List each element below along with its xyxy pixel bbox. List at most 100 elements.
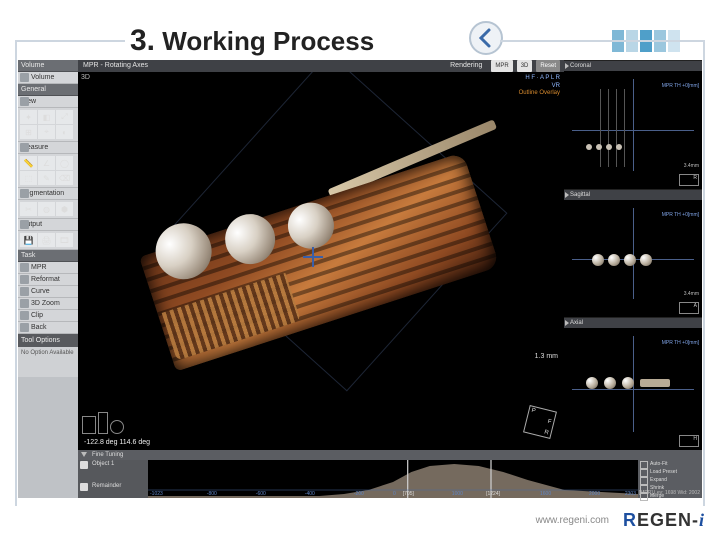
reset-button[interactable]: Reset [536,60,560,72]
histo-tick: -800 [207,491,217,497]
viewport-3d-label: 3D [81,74,90,81]
histogram[interactable]: -1023 -800 -600 -400 -200 0 [705] 1000 [… [148,460,638,498]
tool-icon[interactable]: ⬢ [56,202,73,216]
pane-axial[interactable]: Axial MPR TH +0[mm] H [564,317,702,450]
page-title: 3. Working Process [130,24,374,58]
tool-icon[interactable]: ◍ [38,202,55,216]
viewer-top-right: Rendering MPR 3D Reset [440,60,564,72]
output-tools-grid: 💾 🖨 🎞 [18,231,78,250]
pane-body-coronal[interactable]: MPR TH +0[mm] 3.4mm R [564,71,702,189]
pane-body-sagittal[interactable]: MPR TH +0[mm] 3.4mm A [564,200,702,318]
outline-overlay-label: Outline Overlay [519,90,560,96]
tool-icon[interactable]: 📏 [20,156,37,170]
object-item[interactable]: Remainder [78,482,148,490]
tool-options-header: Tool Options [18,334,78,347]
sidebar-item-curve[interactable]: Curve [18,286,78,298]
sidebar-subheader-measure: Measure [18,142,78,154]
pane-scale: 3.4mm [684,291,699,297]
object-list: Object 1 Remainder [78,460,148,498]
frame-line-right [703,40,705,506]
sidebar-item-clip[interactable]: Clip [18,310,78,322]
pane-orient-icon: H [679,435,699,447]
tool-icon[interactable]: ✂ [20,202,37,216]
sidebar-header-task: Task [18,250,78,262]
viewer-top-bar: MPR - Rotating Axes Rendering MPR 3D Res… [78,60,564,72]
mpr-readout: [MPR] Lev: 1698 Wid: 2002 [639,490,700,496]
slide-footer: www.regeni.com REGEN-i [15,506,705,534]
sidebar-subheader-segmentation: Segmentation [18,188,78,200]
pane-header-sagittal: Sagittal [564,190,702,200]
render-chip-3d[interactable]: 3D [517,60,533,72]
histo-tick: -200 [354,491,364,497]
tool-icon[interactable]: 🖨 [38,233,55,247]
right-column: Coronal MPR TH +0[mm] 3.4mm R Sagittal M… [564,60,702,450]
tool-icon[interactable]: ◐ [56,125,73,139]
tool-icon[interactable]: ⌫ [56,171,73,185]
frame-line-top-left [15,40,125,42]
sidebar: Volume Volume General View ✦ ◧ ⤢ ⊞ ⌖ ◐ M… [18,60,78,498]
histo-tick: -1023 [150,491,163,497]
sidebar-item-3dzoom[interactable]: 3D Zoom [18,298,78,310]
sidebar-item-mpr[interactable]: MPR [18,262,78,274]
main-viewer[interactable]: MPR - Rotating Axes Rendering MPR 3D Res… [78,60,564,450]
histo-tick: -600 [256,491,266,497]
bottom-panel: Fine Tuning Object 1 Remainder -1023 -80… [78,450,702,498]
tool-icon[interactable]: ∠ [38,156,55,170]
histo-marker: [1224] [486,491,500,497]
histogram-options: Auto-Fit Load Preset Expand Shrink Merge… [638,460,702,498]
pane-mode-label: MPR TH +0[mm] [662,340,699,346]
histo-tick: 1000 [452,491,463,497]
pane-mode-label: MPR TH +0[mm] [662,83,699,89]
tool-icon[interactable]: 💾 [20,233,37,247]
segmentation-tools-grid: ✂ ◍ ⬢ [18,200,78,219]
title-number: 3. [130,24,155,57]
sidebar-header-volume: Volume [18,60,78,72]
sidebar-item-reformat[interactable]: Reformat [18,274,78,286]
pane-header-coronal: Coronal [564,61,702,71]
tool-icon[interactable]: ◯ [56,156,73,170]
measure-tools-grid: 📏 ∠ ◯ ⬚ ✎ ⌫ [18,154,78,188]
sidebar-subheader-view: View [18,96,78,108]
histo-tick: 2303 [625,491,636,497]
viewport-orientation-label: H F · A P L RVR [525,74,560,90]
opt-expand[interactable]: Expand [638,476,702,484]
viewer-mode-label: MPR - Rotating Axes [78,62,153,69]
tool-icon[interactable]: ⌖ [38,125,55,139]
tool-icon[interactable]: ⬚ [20,171,37,185]
pane-orient-icon: R [679,174,699,186]
footer-url: www.regeni.com [536,515,609,526]
view-tools-grid: ✦ ◧ ⤢ ⊞ ⌖ ◐ [18,108,78,142]
histo-tick: -400 [305,491,315,497]
object-item[interactable]: Object 1 [78,460,148,468]
pane-sagittal[interactable]: Sagittal MPR TH +0[mm] 3.4mm A [564,189,702,318]
tool-icon[interactable]: ⊞ [20,125,37,139]
render-chip-mpr[interactable]: MPR [491,60,512,72]
sidebar-item-back[interactable]: Back [18,322,78,334]
sidebar-item-volume[interactable]: Volume [18,72,78,84]
slide: 3. Working Process Volume Volume General… [0,0,720,540]
pane-header-axial: Axial [564,318,702,328]
pane-body-axial[interactable]: MPR TH +0[mm] H [564,328,702,450]
tool-icon[interactable]: ✦ [20,110,37,124]
view-gauges [82,412,138,436]
pane-orient-icon: A [679,302,699,314]
back-button[interactable] [468,20,504,56]
title-text: Working Process [162,26,374,56]
frame-line-top-right [500,40,705,42]
tool-icon[interactable]: ⤢ [56,110,73,124]
tool-icon[interactable]: ✎ [38,171,55,185]
tool-icon[interactable]: 🎞 [56,233,73,247]
rotation-readout: -122.8 deg 114.6 deg [84,439,150,446]
frame-line-left [15,40,17,506]
pane-coronal[interactable]: Coronal MPR TH +0[mm] 3.4mm R [564,60,702,189]
tool-icon[interactable]: ◧ [38,110,55,124]
histo-tick: 2000 [589,491,600,497]
tool-options-body: No Option Available [18,347,78,377]
app-screenshot: Volume Volume General View ✦ ◧ ⤢ ⊞ ⌖ ◐ M… [18,60,702,498]
viewport-3d[interactable]: 3D H F · A P L RVR Outline Overlay [78,72,564,450]
crosshair-icon[interactable] [303,247,323,267]
orientation-cube[interactable]: P F R [523,405,557,439]
rendering-label: Rendering [445,62,487,69]
opt-loadpreset[interactable]: Load Preset [638,468,702,476]
opt-autofit[interactable]: Auto-Fit [638,460,702,468]
